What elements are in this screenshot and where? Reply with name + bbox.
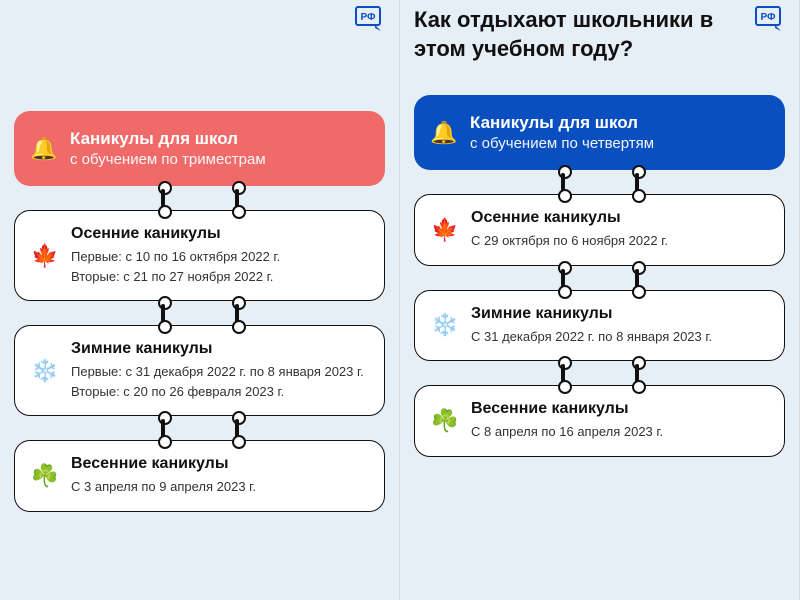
card-line: С 29 октября по 6 ноября 2022 г. bbox=[471, 231, 768, 251]
header-subtitle: с обучением по четвертям bbox=[470, 135, 769, 152]
card-title: Осенние каникулы bbox=[71, 225, 368, 243]
snowflake-icon: ❄️ bbox=[431, 314, 458, 336]
card-title: Зимние каникулы bbox=[471, 305, 768, 323]
card-stack-right: 🔔 Каникулы для школ с обучением по четве… bbox=[414, 95, 785, 457]
binder-rings bbox=[15, 415, 384, 443]
maple-leaf-icon: 🍁 bbox=[431, 219, 458, 241]
bell-icon: 🔔 bbox=[430, 122, 457, 144]
binder-rings bbox=[415, 265, 784, 293]
maple-leaf-icon: 🍁 bbox=[31, 245, 58, 267]
panel-quarters: РФ Как отдыхают школьники в этом учебном… bbox=[400, 0, 800, 600]
card-title: Весенние каникулы bbox=[471, 400, 768, 418]
card-winter: ❄️ Зимние каникулы Первые: с 31 декабря … bbox=[14, 325, 385, 416]
header-card-quarters: 🔔 Каникулы для школ с обучением по четве… bbox=[414, 95, 785, 170]
clover-icon: ☘️ bbox=[431, 410, 458, 432]
card-winter: ❄️ Зимние каникулы С 31 декабря 2022 г. … bbox=[414, 290, 785, 362]
binder-rings bbox=[15, 185, 384, 213]
binder-rings bbox=[15, 300, 384, 328]
card-autumn: 🍁 Осенние каникулы Первые: с 10 по 16 ок… bbox=[14, 210, 385, 301]
card-autumn: 🍁 Осенние каникулы С 29 октября по 6 ноя… bbox=[414, 194, 785, 266]
rf-badge-icon: РФ bbox=[355, 6, 385, 34]
card-line: С 8 апреля по 16 апреля 2023 г. bbox=[471, 422, 768, 442]
header-title: Каникулы для школ bbox=[70, 129, 369, 149]
snowflake-icon: ❄️ bbox=[31, 360, 58, 382]
card-line: Первые: с 10 по 16 октября 2022 г. bbox=[71, 247, 368, 267]
card-spring: ☘️ Весенние каникулы С 3 апреля по 9 апр… bbox=[14, 440, 385, 512]
binder-rings bbox=[415, 169, 784, 197]
card-line: Вторые: с 21 по 27 ноября 2022 г. bbox=[71, 267, 368, 287]
card-title: Весенние каникулы bbox=[71, 455, 368, 473]
clover-icon: ☘️ bbox=[31, 465, 58, 487]
page-headline: Как отдыхают школьники в этом учебном го… bbox=[414, 6, 785, 81]
svg-text:РФ: РФ bbox=[760, 12, 776, 23]
bell-icon: 🔔 bbox=[30, 138, 57, 160]
panel-trimesters: РФ 🔔 Каникулы для школ с обучением по тр… bbox=[0, 0, 400, 600]
card-line: Первые: с 31 декабря 2022 г. по 8 января… bbox=[71, 362, 368, 382]
header-card-trimesters: 🔔 Каникулы для школ с обучением по триме… bbox=[14, 111, 385, 186]
card-spring: ☘️ Весенние каникулы С 8 апреля по 16 ап… bbox=[414, 385, 785, 457]
card-title: Осенние каникулы bbox=[471, 209, 768, 227]
card-stack-left: 🔔 Каникулы для школ с обучением по триме… bbox=[14, 111, 385, 512]
spacer bbox=[14, 6, 385, 81]
card-line: С 3 апреля по 9 апреля 2023 г. bbox=[71, 477, 368, 497]
rf-badge-icon: РФ bbox=[755, 6, 785, 34]
binder-rings bbox=[415, 360, 784, 388]
card-line: С 31 декабря 2022 г. по 8 января 2023 г. bbox=[471, 327, 768, 347]
header-title: Каникулы для школ bbox=[470, 113, 769, 133]
card-line: Вторые: с 20 по 26 февраля 2023 г. bbox=[71, 382, 368, 402]
card-title: Зимние каникулы bbox=[71, 340, 368, 358]
svg-text:РФ: РФ bbox=[360, 12, 376, 23]
header-subtitle: с обучением по триместрам bbox=[70, 151, 369, 168]
